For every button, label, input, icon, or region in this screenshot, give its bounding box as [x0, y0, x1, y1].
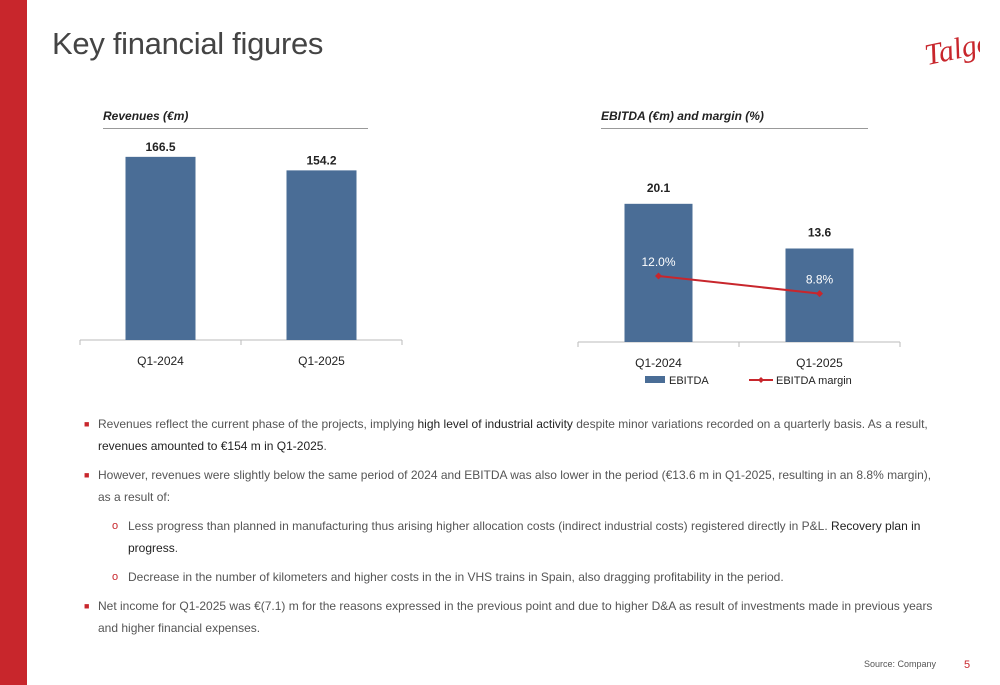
circle-bullet-icon: o: [112, 520, 119, 532]
x-tick-label: Q1-2024: [635, 356, 682, 370]
talgo-logo: Talgo: [922, 26, 980, 72]
highlight-text: high level of industrial activity: [417, 417, 573, 431]
x-tick-label: Q1-2025: [298, 354, 345, 368]
svg-text:Talgo: Talgo: [922, 26, 980, 72]
bullet-text: Revenues reflect the current phase of th…: [98, 417, 418, 431]
bullet-text: Net income for Q1-2025 was €(7.1) m for …: [98, 599, 933, 635]
sub-bullet-item: o Less progress than planned in manufactu…: [84, 515, 934, 559]
legend-ebitda-label: EBITDA: [669, 375, 709, 387]
ebitda-title-underline: [601, 128, 868, 129]
legend-margin-label: EBITDA margin: [776, 375, 852, 387]
bullet-text: .: [174, 541, 179, 555]
ebitda-value-label: 20.1: [647, 181, 671, 195]
bullet-text: despite minor variations recorded on a q…: [572, 417, 928, 431]
revenues-chart-title: Revenues (€m): [103, 109, 189, 123]
revenue-bar: [125, 156, 196, 340]
revenues-title-underline: [103, 128, 368, 129]
source-note: Source: Company: [864, 659, 937, 669]
ebitda-chart-title: EBITDA (€m) and margin (%): [601, 109, 764, 123]
page-title: Key financial figures: [52, 26, 324, 61]
legend-ebitda-swatch: [645, 376, 665, 383]
margin-line: [658, 275, 820, 295]
ebitda-value-label: 13.6: [808, 226, 832, 240]
brand-sidebar-stripe: [0, 0, 27, 685]
revenue-value-label: 166.5: [145, 140, 175, 154]
x-tick-label: Q1-2024: [137, 354, 184, 368]
margin-value-label: 12.0%: [641, 255, 675, 269]
highlight-text: Recovery plan in progress: [128, 519, 921, 555]
margin-point: [655, 272, 662, 280]
square-bullet-icon: ■: [84, 419, 90, 429]
square-bullet-icon: ■: [84, 601, 90, 611]
bullet-text: .: [323, 439, 327, 453]
bullet-item: ■ Revenues reflect the current phase of t…: [84, 413, 934, 457]
revenues-bar-chart: 166.5 Q1-2024 154.2 Q1-2025: [79, 140, 403, 368]
revenue-value-label: 154.2: [306, 153, 336, 167]
page-number: 5: [964, 659, 971, 671]
margin-value-label: 8.8%: [806, 273, 834, 287]
legend-margin-marker: [758, 377, 764, 383]
chart-legend: EBITDA EBITDA margin: [645, 375, 852, 387]
circle-bullet-icon: o: [112, 571, 119, 583]
square-bullet-icon: ■: [84, 470, 90, 480]
commentary-bullets: ■ Revenues reflect the current phase of t…: [84, 413, 934, 646]
highlight-text: revenues amounted to €154 m in Q1-2025: [98, 439, 324, 453]
bullet-text: Decrease in the number of kilometers and…: [128, 570, 784, 584]
bullet-text: Less progress than planned in manufactur…: [128, 519, 832, 533]
bullet-text: However, revenues were slightly below th…: [98, 468, 932, 504]
margin-point: [816, 290, 823, 298]
revenue-bar: [286, 170, 357, 340]
x-tick-label: Q1-2025: [796, 356, 843, 370]
bullet-item: ■ However, revenues were slightly below t…: [84, 464, 934, 508]
bullet-item: ■ Net income for Q1-2025 was €(7.1) m for…: [84, 595, 934, 639]
sub-bullet-item: o Decrease in the number of kilometers an…: [84, 566, 934, 588]
